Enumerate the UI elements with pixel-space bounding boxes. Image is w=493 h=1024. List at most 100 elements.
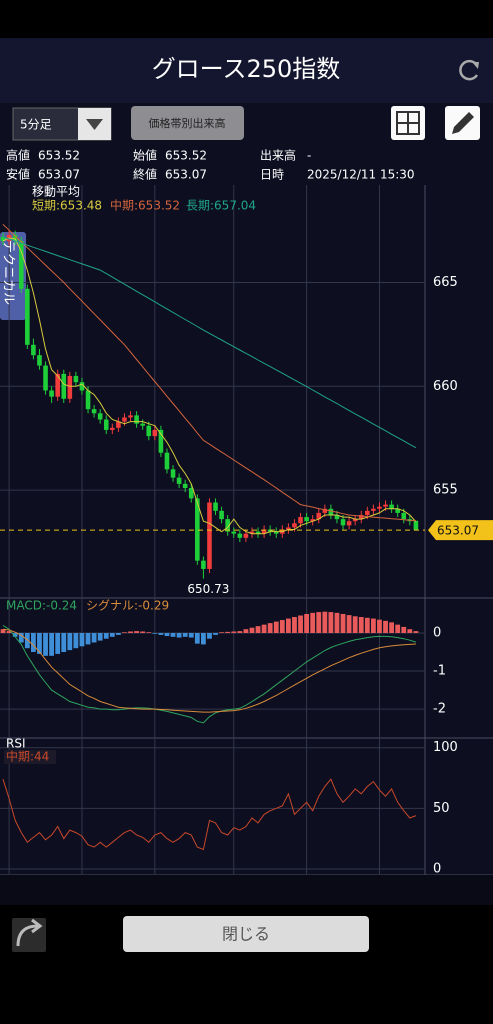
histogram-bar — [188, 633, 194, 638]
candle-body — [201, 560, 206, 569]
draw-button[interactable] — [445, 106, 480, 140]
candle-body — [61, 373, 67, 399]
candle-body — [413, 520, 419, 531]
candle-body — [255, 531, 261, 534]
histogram-bar — [109, 633, 115, 637]
histogram-bar — [310, 612, 316, 633]
close-button[interactable]: 閉じる — [123, 916, 369, 952]
candle-body — [18, 241, 24, 289]
axis-strip — [0, 875, 493, 905]
info-label: 始値 — [133, 148, 157, 163]
histogram-bar — [200, 633, 206, 645]
candle-body — [334, 514, 340, 520]
candle-body — [346, 521, 352, 526]
histogram-bar — [122, 632, 127, 633]
histogram-bar — [207, 633, 212, 639]
histogram-bar — [249, 627, 255, 633]
histogram-bar — [413, 631, 419, 633]
histogram-bar — [273, 621, 279, 633]
candle-body — [401, 512, 407, 520]
back-button-bg — [12, 918, 46, 952]
histogram-bar — [383, 620, 388, 633]
histogram-bar — [128, 631, 133, 633]
refresh-button[interactable] — [459, 59, 479, 81]
info-value: 653.52 — [38, 149, 80, 163]
histogram-bar — [237, 631, 243, 633]
pencil-icon — [452, 112, 474, 134]
status-bar — [0, 0, 493, 38]
close-button-label: 閉じる — [222, 925, 270, 944]
candle-body — [176, 477, 182, 484]
histogram-bar — [261, 624, 267, 633]
candle-body — [0, 236, 6, 242]
histogram-bar — [97, 633, 103, 641]
info-label: 日時 — [260, 168, 284, 182]
refresh-arrow — [472, 62, 479, 69]
candle-body — [352, 519, 358, 522]
back-button[interactable] — [12, 918, 46, 952]
histogram-bar — [298, 615, 303, 633]
series-line — [2, 628, 416, 713]
candle-body — [316, 512, 322, 520]
y-tick-label: 100 — [433, 740, 458, 755]
histogram-bar — [91, 633, 97, 643]
histogram-bar — [292, 617, 297, 633]
histogram-bar — [115, 633, 121, 635]
min-price-label: 650.73 — [187, 582, 229, 596]
content-bg — [0, 103, 493, 875]
candle-body — [79, 382, 85, 391]
candle-body — [383, 504, 388, 507]
screen-title: グロース250指数 — [152, 55, 341, 83]
candle-body — [231, 531, 237, 534]
legend-entry: 短期:653.48 — [32, 199, 102, 213]
histogram-bar — [182, 633, 188, 637]
candle-body — [152, 429, 158, 437]
candle-body — [31, 344, 36, 356]
period-dropdown[interactable]: 5分足 — [12, 107, 112, 141]
series-line — [2, 624, 417, 724]
layout-button[interactable] — [391, 106, 425, 140]
candle-body — [97, 413, 103, 420]
volume-button-label: 価格帯別出来高 — [149, 116, 226, 130]
candle-body — [365, 510, 370, 515]
info-value: 2025/12/11 15:30 — [307, 168, 415, 182]
legend-title: 移動平均 — [32, 185, 80, 199]
close-button-bg — [123, 916, 369, 952]
last-price-label: 653.07 — [437, 524, 479, 538]
candle-body — [37, 355, 42, 366]
title-bar — [0, 38, 493, 103]
candle-body — [140, 423, 145, 426]
volume-button[interactable]: 価格帯別出来高 — [131, 106, 244, 140]
legend-entry: 中期:653.52 — [110, 198, 180, 213]
histogram-bar — [30, 633, 36, 653]
candle-body — [170, 469, 176, 478]
candle-body — [304, 517, 309, 522]
histogram-bar — [304, 613, 310, 633]
candle-body — [122, 417, 127, 422]
candle-body — [389, 504, 394, 509]
histogram-bar — [85, 633, 91, 645]
candle-body — [158, 429, 164, 453]
candle-body — [207, 502, 212, 569]
histogram-bar — [0, 629, 6, 633]
candle-body — [371, 508, 376, 511]
y-tick-label: 0 — [433, 626, 441, 641]
candle-body — [261, 529, 267, 534]
histogram-bar — [61, 633, 67, 653]
histogram-bar — [279, 620, 285, 633]
histogram-bar — [158, 633, 164, 635]
y-tick-label: 0 — [433, 861, 441, 876]
refresh-icon — [459, 59, 479, 81]
volume-button-bg — [131, 106, 244, 140]
histogram-bar — [370, 618, 376, 633]
candle-body — [219, 510, 224, 520]
series-line — [2, 237, 417, 535]
histogram-bar — [322, 611, 328, 633]
histogram-bar — [152, 633, 158, 634]
histogram-bar — [377, 619, 382, 633]
histogram-bar — [346, 615, 352, 633]
histogram-bar — [103, 633, 109, 639]
histogram-bar — [73, 633, 79, 649]
histogram-bar — [134, 631, 140, 633]
